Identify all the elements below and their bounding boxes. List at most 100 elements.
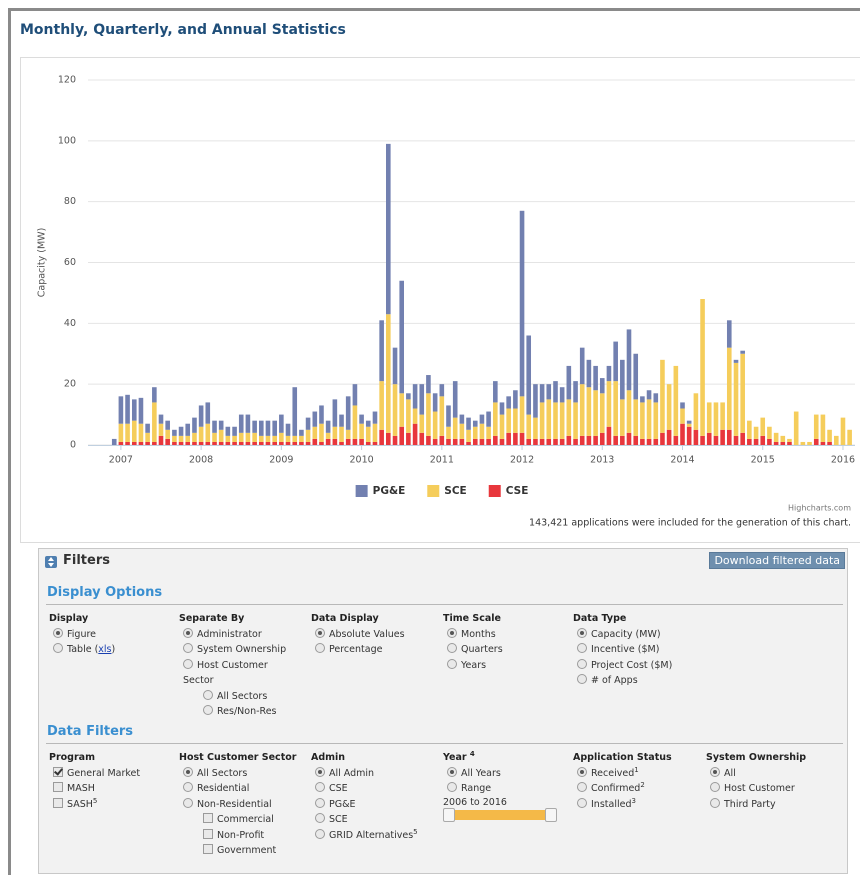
bar-segment: [660, 359, 665, 433]
radio[interactable]: [183, 643, 193, 653]
bar-segment: [265, 435, 271, 442]
bar-segment: [272, 420, 277, 436]
radio[interactable]: [447, 627, 457, 638]
bar-segment: [359, 423, 364, 439]
bar-segment: [620, 399, 625, 436]
section-title: Data Filters: [47, 724, 134, 739]
bar-segment: [680, 423, 685, 445]
y-tick-label: 120: [58, 75, 76, 86]
bar-segment: [386, 314, 391, 433]
bar-segment: [793, 411, 799, 445]
checkbox[interactable]: [53, 797, 63, 808]
slider-handle[interactable]: [545, 807, 557, 822]
bar-segment: [666, 384, 672, 430]
bar-segment: [546, 384, 552, 400]
bar-segment: [419, 432, 425, 445]
radio[interactable]: [53, 627, 63, 638]
radio[interactable]: [315, 828, 325, 839]
option: Host Customer: [706, 781, 824, 797]
download-button[interactable]: Download filtered data: [709, 552, 845, 569]
checkbox[interactable]: [203, 844, 213, 854]
bar-segment: [593, 390, 598, 436]
checkbox[interactable]: [53, 766, 63, 777]
bar-segment: [579, 435, 585, 445]
option-label: Administrator: [197, 628, 262, 640]
radio[interactable]: [315, 766, 325, 777]
radio[interactable]: [447, 782, 457, 792]
option-label: SASH: [67, 798, 93, 810]
option: PG&E: [311, 797, 429, 813]
bar-segment: [519, 432, 525, 445]
radio[interactable]: [183, 766, 193, 777]
bar-segment: [225, 435, 231, 442]
slider-handle[interactable]: [443, 807, 455, 822]
bar-segment: [325, 420, 331, 433]
radio[interactable]: [577, 766, 587, 777]
option-label: Third Party: [724, 798, 776, 810]
bar-segment: [125, 394, 130, 424]
bar-segment: [479, 414, 485, 424]
radio[interactable]: [315, 813, 325, 823]
bar-segment: [506, 408, 511, 433]
radio[interactable]: [577, 627, 587, 638]
bar-segment: [365, 441, 371, 445]
group-label-text: Host Customer Sector: [179, 752, 297, 763]
bar-segment: [152, 387, 157, 403]
bar-segment: [185, 435, 191, 442]
collapse-icon[interactable]: [45, 556, 57, 568]
bar-segment: [626, 390, 632, 433]
radio[interactable]: [710, 797, 720, 808]
bar-segment: [686, 423, 692, 427]
radio[interactable]: [203, 689, 213, 700]
radio[interactable]: [447, 643, 457, 653]
bar-segment: [345, 438, 351, 445]
radio[interactable]: [710, 782, 720, 792]
bar-segment: [767, 438, 772, 445]
group-label-text: Data Display: [311, 613, 379, 624]
option-label: Quarters: [461, 644, 503, 655]
bar-segment: [292, 387, 298, 436]
divider: [46, 604, 843, 605]
range-label: 2006 to 2016: [443, 796, 507, 808]
radio[interactable]: [577, 797, 587, 808]
radio[interactable]: [447, 766, 457, 777]
radio[interactable]: [53, 643, 63, 653]
radio[interactable]: [183, 797, 193, 808]
radio[interactable]: [447, 658, 457, 669]
radio[interactable]: [183, 627, 193, 638]
bar-segment: [252, 432, 257, 442]
checkbox[interactable]: [53, 782, 63, 792]
radio[interactable]: [577, 658, 587, 669]
bar-segment: [426, 375, 431, 394]
bar-segment: [392, 435, 398, 445]
checkbox[interactable]: [203, 813, 213, 823]
bar-segment: [553, 438, 558, 445]
radio[interactable]: [315, 643, 325, 653]
y-tick-label: 20: [64, 379, 76, 390]
radio[interactable]: [577, 782, 587, 792]
radio[interactable]: [577, 674, 587, 684]
radio[interactable]: [183, 782, 193, 792]
bar-segment: [258, 441, 264, 445]
group-label: System Ownership: [706, 750, 824, 766]
bar-segment: [472, 426, 478, 439]
bar-segment: [265, 420, 271, 436]
radio[interactable]: [710, 766, 720, 777]
group-label-text: Admin: [311, 752, 346, 763]
radio[interactable]: [203, 705, 213, 715]
radio[interactable]: [577, 643, 587, 653]
filter-group: Year 4 All Years Range 2006 to 2016: [443, 750, 561, 822]
range-slider[interactable]: [443, 807, 557, 822]
radio[interactable]: [315, 627, 325, 638]
y-axis-title: Capacity (MW): [37, 228, 48, 298]
option-label: SCE: [329, 814, 348, 825]
bar-segment: [673, 365, 679, 436]
radio[interactable]: [315, 797, 325, 808]
bar-segment: [412, 408, 418, 424]
bar-segment: [513, 390, 518, 409]
checkbox[interactable]: [203, 828, 213, 839]
radio[interactable]: [315, 782, 325, 792]
radio[interactable]: [183, 658, 193, 669]
bar-segment: [279, 441, 284, 445]
link[interactable]: xls: [98, 644, 112, 655]
